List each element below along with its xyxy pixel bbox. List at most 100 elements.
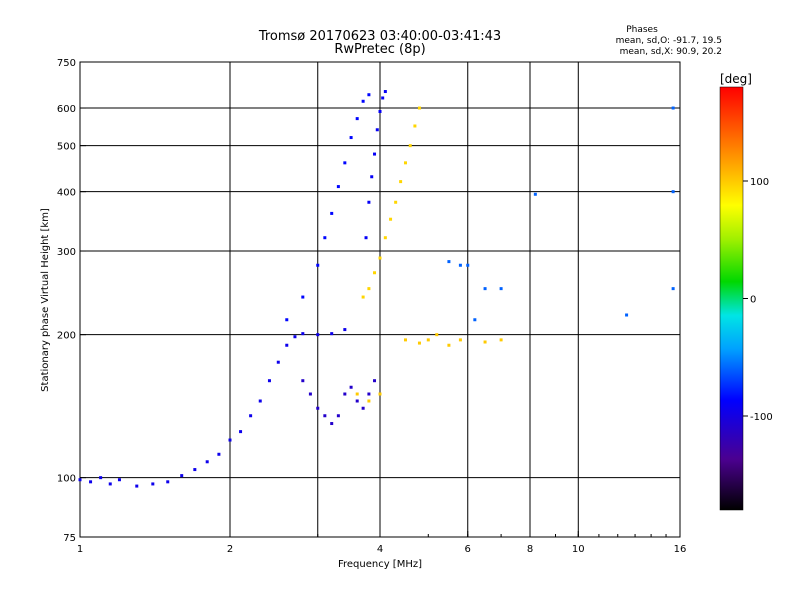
phases-mean-x: mean, sd,X: 90.9, 20.2 <box>620 47 722 57</box>
data-point <box>458 263 462 267</box>
data-point <box>370 175 374 179</box>
data-point <box>108 482 112 486</box>
data-points <box>78 90 675 488</box>
data-point <box>239 430 243 434</box>
data-point <box>336 414 340 418</box>
data-point <box>355 117 359 121</box>
colorbar-label: [deg] <box>720 72 752 86</box>
data-point <box>330 332 334 336</box>
data-point <box>285 318 289 322</box>
data-point <box>367 200 371 204</box>
data-point <box>671 106 675 110</box>
data-point <box>447 260 451 264</box>
colorbar <box>719 86 744 511</box>
x-tick-label: 1 <box>77 544 83 555</box>
data-point <box>375 128 379 132</box>
x-tick-label: 8 <box>527 544 533 555</box>
data-point <box>367 93 371 97</box>
y-axis-label: Stationary phase Virtual Height [km] <box>40 208 51 392</box>
data-point <box>323 236 327 240</box>
data-point <box>533 192 537 196</box>
data-point <box>367 287 371 291</box>
data-point <box>316 333 320 337</box>
data-point <box>625 313 629 317</box>
y-tick-label: 750 <box>57 58 76 69</box>
y-tick-label: 75 <box>63 533 76 544</box>
data-point <box>323 414 327 418</box>
data-point <box>336 185 340 189</box>
data-point <box>361 99 365 103</box>
data-point <box>466 263 470 267</box>
data-point <box>180 474 184 478</box>
data-point <box>499 287 503 291</box>
data-point <box>447 343 451 347</box>
y-tick-label: 400 <box>57 188 76 199</box>
data-point <box>308 392 312 396</box>
data-point <box>373 379 377 383</box>
data-point <box>381 96 385 100</box>
data-point <box>343 392 347 396</box>
data-point <box>330 422 334 426</box>
y-tick-label: 500 <box>57 142 76 153</box>
data-point <box>135 484 139 488</box>
data-point <box>249 414 253 418</box>
data-point <box>383 236 387 240</box>
data-point <box>378 109 382 113</box>
data-point <box>373 271 377 275</box>
data-point <box>285 343 289 347</box>
data-point <box>403 338 407 342</box>
colorbar-tick-label: 100 <box>750 177 769 188</box>
y-tick-label: 600 <box>57 104 76 115</box>
data-point <box>301 332 305 336</box>
data-point <box>671 287 675 291</box>
data-point <box>378 256 382 260</box>
data-point <box>417 106 421 110</box>
data-point <box>473 318 477 322</box>
data-point <box>367 399 371 403</box>
data-point <box>166 480 170 484</box>
data-point <box>413 124 417 128</box>
data-point <box>228 438 232 442</box>
x-axis-ticks: 1 2 4 6 8 10 16 <box>77 531 686 555</box>
data-point <box>349 385 353 389</box>
data-point <box>435 333 439 337</box>
data-point <box>193 468 197 472</box>
data-point <box>458 338 462 342</box>
colorbar-tick-label: 0 <box>750 295 756 306</box>
colorbar-tick-label: -100 <box>750 412 773 423</box>
data-point <box>267 379 271 383</box>
data-point <box>403 161 407 165</box>
data-point <box>671 190 675 194</box>
data-point <box>205 460 209 464</box>
data-point <box>330 211 334 215</box>
data-point <box>217 452 221 456</box>
data-point <box>258 399 262 403</box>
data-point <box>367 392 371 396</box>
data-point <box>349 136 353 140</box>
data-point <box>301 295 305 299</box>
data-point <box>151 482 155 486</box>
data-point <box>89 480 93 484</box>
data-point <box>355 392 359 396</box>
chart-subtitle: RwPretec (8p) <box>334 42 425 57</box>
data-point <box>499 338 503 342</box>
data-point <box>355 399 359 403</box>
data-point <box>364 236 368 240</box>
data-point <box>117 478 121 482</box>
y-axis-ticks: 75 100 200 300 400 500 600 750 <box>57 58 86 544</box>
y-tick-label: 100 <box>57 474 76 485</box>
data-point <box>408 144 412 148</box>
data-point <box>383 90 387 94</box>
x-axis-label: Frequency [MHz] <box>338 559 422 570</box>
data-point <box>316 406 320 410</box>
y-tick-label: 200 <box>57 331 76 342</box>
data-point <box>361 406 365 410</box>
x-tick-label: 4 <box>377 544 383 555</box>
data-point <box>99 476 103 480</box>
data-point <box>417 341 421 345</box>
phases-title: Phases <box>626 25 658 35</box>
data-point <box>276 360 280 364</box>
data-point <box>343 328 347 332</box>
chart-title: Tromsø 20170623 03:40:00-03:41:43 <box>258 29 501 44</box>
